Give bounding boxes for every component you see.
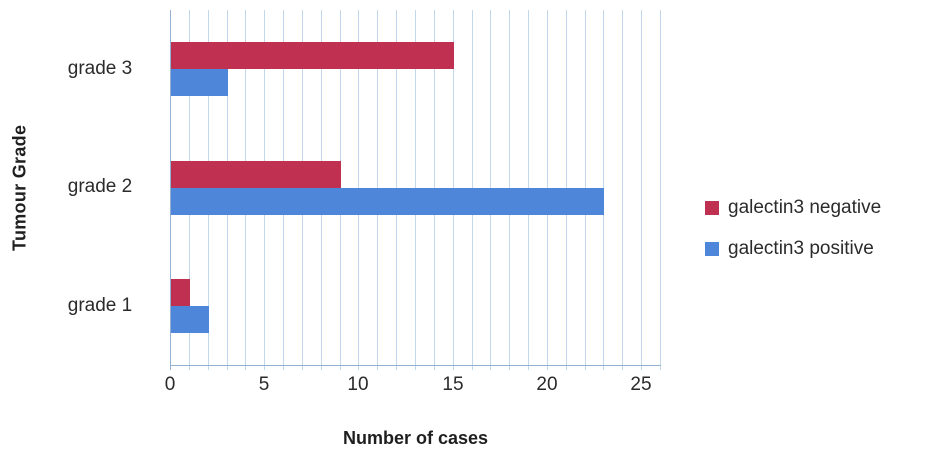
legend-swatch-galectin3-negative (705, 201, 719, 215)
legend-label: galectin3 negative (728, 197, 882, 218)
bar-galectin3-negative-grade-3 (171, 42, 454, 69)
y-axis-title: Tumour Grade (9, 124, 30, 251)
bar-galectin3-positive-grade-2 (171, 188, 604, 215)
legend-item-galectin3-negative: galectin3 negative (705, 197, 881, 219)
bar-galectin3-positive-grade-1 (171, 306, 209, 333)
category-label-grade-1: grade 1 (67, 295, 133, 316)
x-tick-label-15: 15 (442, 374, 464, 395)
gridline (660, 10, 661, 370)
gridline (622, 10, 624, 370)
x-tick-label-20: 20 (536, 374, 558, 395)
x-tick-label-0: 0 (164, 374, 176, 395)
legend: galectin3 negative galectin3 positive (705, 197, 881, 279)
x-tick-label-10: 10 (347, 374, 369, 395)
x-tick-label-25: 25 (630, 374, 652, 395)
category-label-grade-2: grade 2 (67, 176, 133, 197)
gridline (641, 10, 643, 370)
plot-area (170, 10, 661, 370)
bar-galectin3-negative-grade-2 (171, 161, 341, 188)
legend-label: galectin3 positive (728, 238, 874, 259)
x-axis-title: Number of cases (342, 428, 489, 448)
legend-swatch-galectin3-positive (705, 242, 719, 256)
legend-item-galectin3-positive: galectin3 positive (705, 238, 881, 260)
category-label-grade-3: grade 3 (67, 58, 133, 79)
bar-galectin3-positive-grade-3 (171, 69, 228, 96)
bar-galectin3-negative-grade-1 (171, 279, 190, 306)
y-axis-line (170, 10, 171, 370)
x-tick-label-5: 5 (258, 374, 270, 395)
x-axis-line (170, 365, 661, 366)
